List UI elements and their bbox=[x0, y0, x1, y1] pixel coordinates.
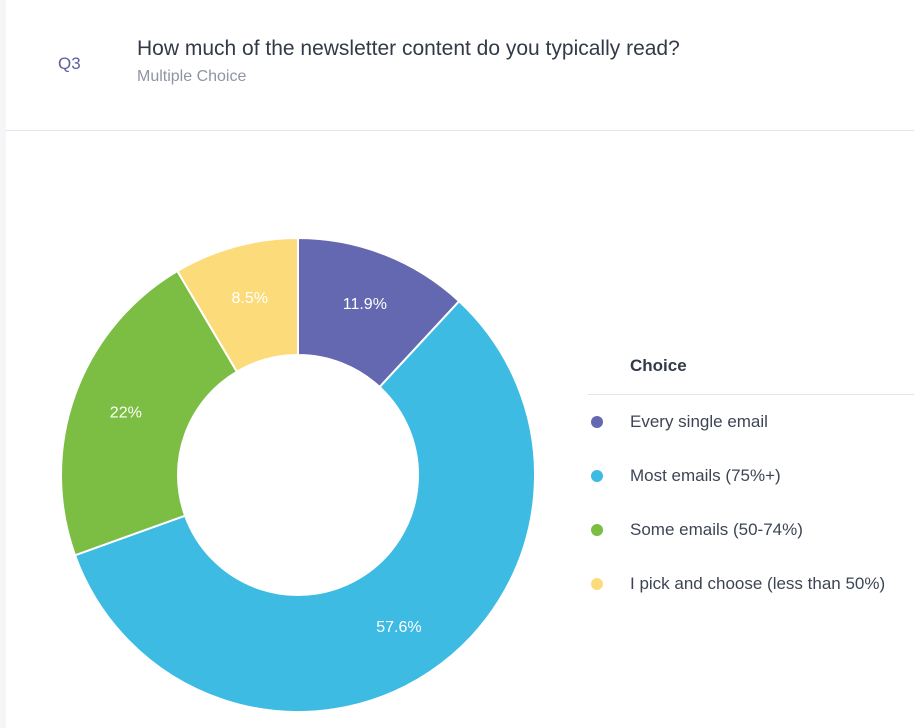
question-title: How much of the newsletter content do yo… bbox=[137, 37, 680, 60]
chart-legend: Choice Every single email Most emails (7… bbox=[588, 344, 914, 611]
legend-title: Choice bbox=[588, 344, 914, 395]
question-header: Q3 How much of the newsletter content do… bbox=[6, 0, 914, 130]
legend-item[interactable]: Every single email bbox=[588, 395, 914, 449]
card-edge bbox=[0, 0, 6, 728]
donut-labels: 11.9% 57.6% 22% 8.5% bbox=[110, 290, 422, 636]
legend-label: Some emails (50-74%) bbox=[630, 520, 803, 539]
legend-item[interactable]: Some emails (50-74%) bbox=[588, 503, 914, 557]
legend-label: I pick and choose (less than 50%) bbox=[630, 574, 886, 593]
legend-dot bbox=[591, 524, 603, 536]
slice-value-label: 57.6% bbox=[376, 619, 421, 636]
question-number: Q3 bbox=[58, 54, 81, 73]
legend-label: Every single email bbox=[630, 412, 768, 431]
legend-dot bbox=[591, 470, 603, 482]
slice-value-label: 11.9% bbox=[343, 296, 387, 313]
donut-slice[interactable] bbox=[60, 269, 239, 557]
slice-value-label: 22% bbox=[110, 405, 142, 422]
legend-dot bbox=[591, 416, 603, 428]
donut-slice[interactable] bbox=[175, 236, 299, 374]
donut-slices bbox=[60, 236, 536, 713]
donut-slice[interactable] bbox=[73, 299, 536, 713]
question-type: Multiple Choice bbox=[137, 68, 247, 85]
legend-item[interactable]: I pick and choose (less than 50%) bbox=[588, 557, 914, 611]
header-divider bbox=[6, 130, 914, 131]
legend-item[interactable]: Most emails (75%+) bbox=[588, 449, 914, 503]
donut-chart: 11.9% 57.6% 22% 8.5% bbox=[60, 236, 536, 713]
legend-dot bbox=[591, 578, 603, 590]
legend-label: Most emails (75%+) bbox=[630, 466, 781, 485]
slice-value-label: 8.5% bbox=[231, 290, 267, 307]
